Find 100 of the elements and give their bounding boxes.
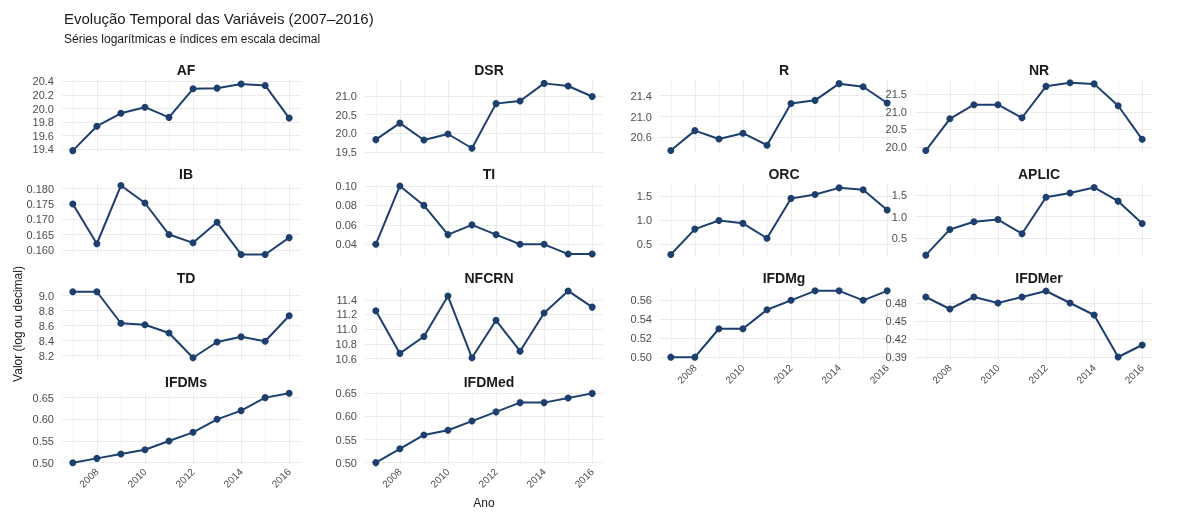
point xyxy=(946,115,954,123)
point xyxy=(261,250,269,258)
point xyxy=(93,240,101,248)
point xyxy=(1138,219,1146,227)
point xyxy=(189,239,197,247)
point xyxy=(396,349,404,357)
y-tick-label: 0.50 xyxy=(32,456,54,469)
point xyxy=(787,296,795,304)
chart-title: NR xyxy=(1028,62,1050,78)
point xyxy=(588,250,596,258)
y-tick-label: 0.54 xyxy=(630,313,652,326)
point xyxy=(237,333,245,341)
y-tick-label: 0.06 xyxy=(335,218,357,231)
chart-title: R xyxy=(778,62,790,78)
point xyxy=(93,454,101,462)
point xyxy=(444,426,452,434)
point xyxy=(1018,114,1026,122)
point xyxy=(444,231,452,239)
point xyxy=(859,186,867,194)
point xyxy=(468,354,476,362)
y-tick-label: 9.0 xyxy=(38,289,54,302)
point xyxy=(667,146,675,154)
y-tick-label: 20.2 xyxy=(32,88,54,101)
chart-title: APLIC xyxy=(1018,166,1060,182)
y-tick-label: 0.175 xyxy=(26,197,54,210)
point xyxy=(739,325,747,333)
point xyxy=(516,240,524,248)
point xyxy=(396,119,404,127)
point xyxy=(1042,193,1050,201)
point xyxy=(994,216,1002,224)
chart-title: NFCRN xyxy=(464,270,514,286)
y-tick-label: 11.2 xyxy=(336,308,357,321)
point xyxy=(396,182,404,190)
y-tick-label: 0.60 xyxy=(335,410,357,423)
point xyxy=(588,93,596,100)
y-tick-label: 11.4 xyxy=(336,293,357,306)
y-tick-label: 0.170 xyxy=(26,213,54,226)
chart-title: TI xyxy=(482,166,496,182)
chart-title: IFDMed xyxy=(463,374,515,390)
y-tick-label: 19.6 xyxy=(32,129,54,142)
point xyxy=(970,218,978,226)
y-tick-label: 0.48 xyxy=(885,297,907,309)
y-tick-label: 20.4 xyxy=(32,75,54,88)
point xyxy=(189,354,197,362)
y-tick-label: 1.0 xyxy=(891,210,907,223)
point xyxy=(93,122,101,130)
y-tick-label: 20.5 xyxy=(885,123,907,136)
point xyxy=(883,287,891,295)
y-tick-label: 21.0 xyxy=(335,89,357,102)
point xyxy=(372,307,380,315)
point xyxy=(691,225,699,233)
point xyxy=(588,389,596,397)
point xyxy=(922,251,930,259)
point xyxy=(69,288,77,296)
y-tick-label: 20.0 xyxy=(335,127,357,140)
x-axis-title: Ano xyxy=(473,496,495,510)
point xyxy=(1018,230,1026,238)
y-tick-label: 0.160 xyxy=(26,243,54,256)
point xyxy=(69,200,77,208)
y-axis-title: Valor (log ou decimal) xyxy=(11,266,25,382)
text: Séries logarítmicas e índices em escala decimal xyxy=(64,32,321,46)
y-tick-label: 11.0 xyxy=(336,323,357,336)
y-tick-label: 1.0 xyxy=(636,214,652,226)
y-tick-label: 10.6 xyxy=(335,352,357,365)
y-tick-label: 0.08 xyxy=(335,199,357,212)
y-tick-label: 19.4 xyxy=(32,143,54,156)
y-tick-label: 0.04 xyxy=(335,238,357,251)
point xyxy=(420,332,428,340)
point xyxy=(835,184,843,192)
point xyxy=(715,216,723,224)
chart-title: IFDMs xyxy=(165,374,208,390)
point xyxy=(835,287,843,295)
y-tick-label: 0.55 xyxy=(335,433,357,446)
point xyxy=(540,240,548,248)
y-tick-label: 21.4 xyxy=(630,89,652,102)
point xyxy=(970,101,978,109)
point xyxy=(141,103,149,111)
y-tick-label: 0.45 xyxy=(885,315,907,327)
point xyxy=(117,319,125,327)
chart-title: IFDMer xyxy=(1015,270,1064,286)
point xyxy=(691,127,699,135)
y-tick-label: 0.50 xyxy=(630,351,652,364)
point xyxy=(237,250,245,258)
point xyxy=(1090,80,1098,88)
point xyxy=(237,407,245,415)
point xyxy=(1114,197,1122,205)
point xyxy=(261,394,269,402)
point xyxy=(213,415,221,423)
y-tick-label: 0.55 xyxy=(32,435,54,448)
chart-title: AF xyxy=(176,62,196,78)
point xyxy=(189,85,197,93)
point xyxy=(994,101,1002,109)
point xyxy=(69,147,77,155)
chart-title: TD xyxy=(176,270,196,286)
y-tick-label: 0.65 xyxy=(32,391,54,404)
y-tick-label: 8.4 xyxy=(38,334,54,347)
point xyxy=(372,136,380,144)
point xyxy=(883,99,891,107)
y-tick-label: 0.50 xyxy=(335,456,357,469)
y-tick-label: 8.2 xyxy=(38,349,54,362)
